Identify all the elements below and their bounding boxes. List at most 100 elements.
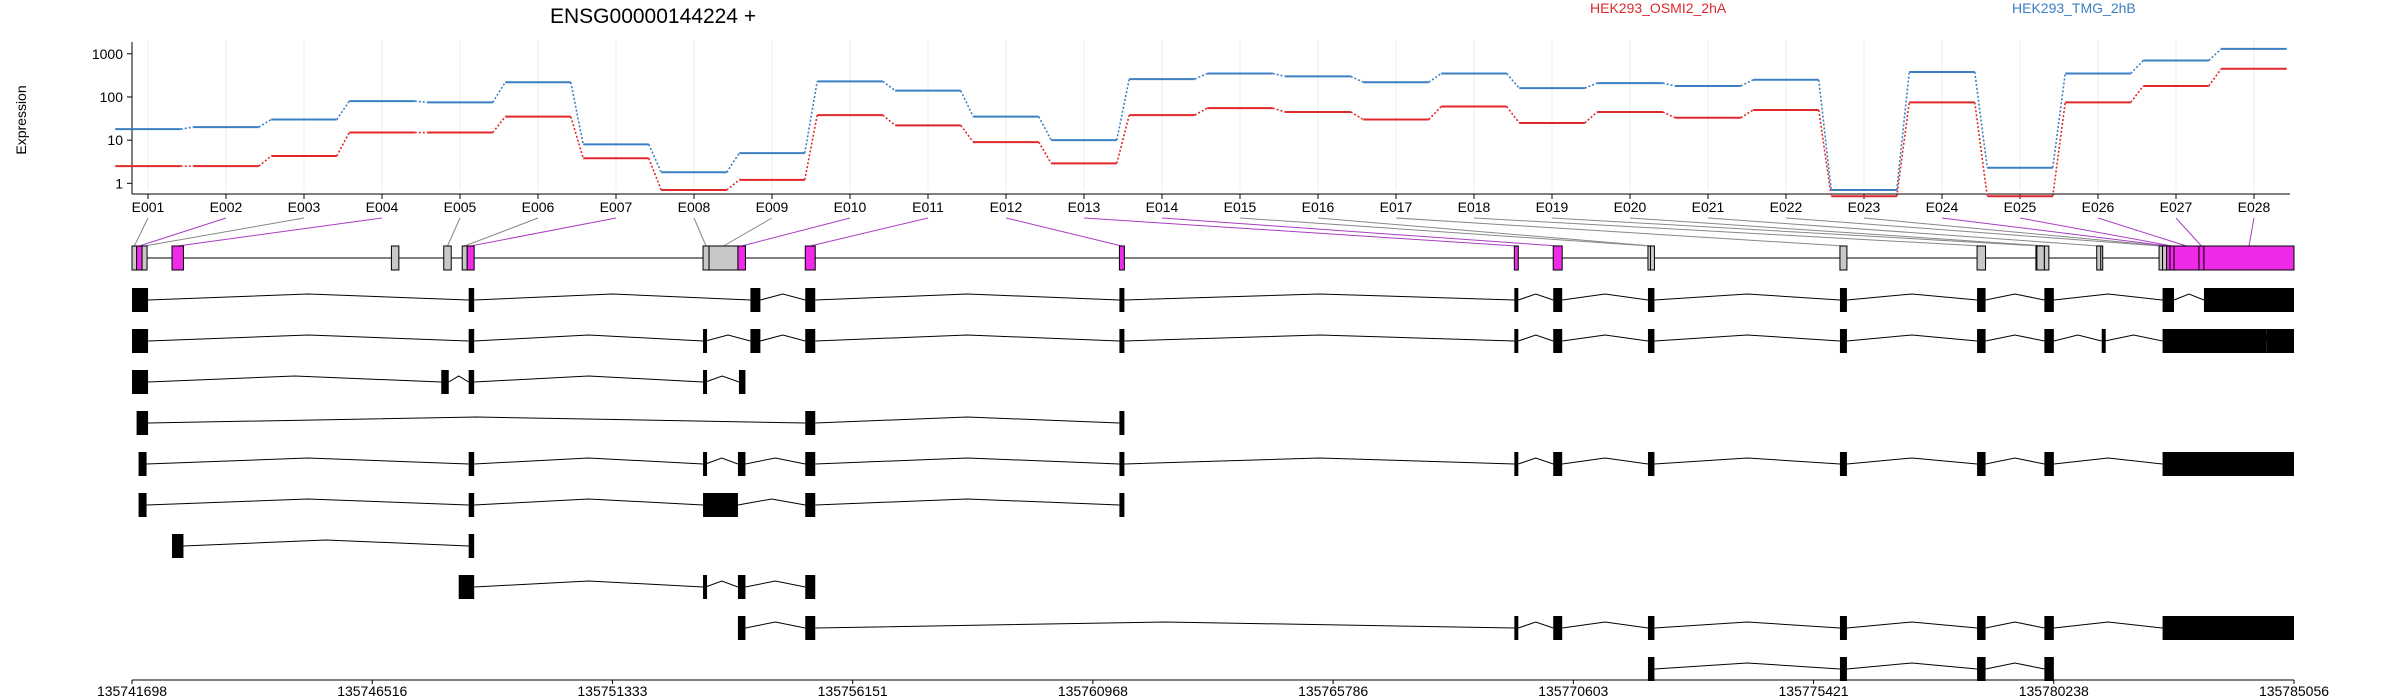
transcript-intron: [2104, 334, 2163, 342]
gene-model-bin-E027: [2198, 245, 2205, 271]
connector-E017: [1395, 217, 1844, 247]
exon-connectors: [133, 217, 2255, 247]
transcript-intron: [1985, 457, 2045, 465]
transcript-exon: [1514, 329, 1519, 353]
transcript-models: [132, 288, 2294, 681]
transcript-intron: [1846, 293, 1978, 301]
connector-E023: [1863, 217, 2165, 247]
connector-E003: [144, 217, 305, 247]
transcript-intron: [148, 375, 442, 383]
transcript-exon: [2266, 329, 2294, 353]
transcript-exon: [1553, 616, 1563, 640]
gene-model-bin-E004: [171, 245, 184, 271]
transcript-exon: [703, 575, 708, 599]
connector-E020: [1629, 217, 2047, 247]
transcript-intron: [815, 293, 1120, 301]
x-tick-label-E021: E021: [1692, 199, 1725, 215]
series-transition: [336, 100, 350, 120]
genomic-tick-label: 135746516: [337, 683, 407, 699]
genomic-tick-label: 135785056: [2259, 683, 2329, 699]
transcript-exon: [468, 329, 475, 353]
connector-E005: [447, 217, 461, 247]
transcript-exon: [2162, 329, 2267, 353]
genomic-tick-label: 135775421: [1779, 683, 1849, 699]
x-tick-label-E003: E003: [288, 199, 321, 215]
transcript-10: [1647, 657, 2054, 681]
gene-model-bin-E023: [2162, 245, 2168, 271]
transcript-exon: [132, 288, 149, 312]
genomic-tick-label: 135760968: [1058, 683, 1128, 699]
series-transition: [492, 116, 506, 134]
connector-E007: [470, 217, 617, 247]
transcript-exon: [1119, 452, 1125, 476]
transcript-intron: [1654, 662, 1840, 670]
transcript-exon: [1977, 329, 1986, 353]
connector-E014: [1161, 217, 1558, 247]
transcript-exon: [703, 370, 708, 394]
transcript-exon: [2203, 288, 2294, 312]
series-transition: [2208, 68, 2222, 87]
series-transition: [1350, 75, 1364, 83]
transcript-exon: [1839, 616, 1847, 640]
transcript-intron: [737, 498, 806, 506]
transcript-intron: [474, 498, 704, 506]
connector-E015: [1239, 217, 1650, 247]
series-transition: [1038, 141, 1052, 164]
connector-E009: [723, 217, 773, 247]
transcript-exon: [2162, 288, 2175, 312]
connector-E022: [1785, 217, 2161, 247]
transcript-intron: [1654, 621, 1840, 629]
connector-E011: [810, 217, 929, 247]
transcript-intron: [148, 334, 469, 342]
series-transition: [1740, 109, 1754, 119]
x-tick-label-E018: E018: [1458, 199, 1491, 215]
x-tick-label-E019: E019: [1536, 199, 1569, 215]
gene-model-bin-E024: [2166, 245, 2171, 271]
connector-E006: [464, 217, 539, 247]
transcript-intron: [474, 457, 704, 465]
transcript-exon: [1977, 288, 1986, 312]
series-transition: [1817, 109, 1833, 197]
transcript-exon: [468, 534, 475, 558]
series-transition: [1272, 72, 1286, 78]
transcript-2: [132, 329, 2294, 353]
series-transition: [1194, 107, 1208, 116]
gene-model-bin-E026: [2173, 245, 2200, 271]
series-transition: [1115, 78, 1131, 141]
transcript-9: [737, 616, 2294, 640]
y-tick-label-100: 100: [100, 89, 124, 105]
connector-E002: [139, 217, 227, 247]
series-transition: [1428, 106, 1442, 121]
x-tick-label-E004: E004: [366, 199, 399, 215]
x-tick-label-E026: E026: [2082, 199, 2115, 215]
transcript-intron: [1124, 457, 1515, 465]
series-transition: [1973, 71, 1989, 168]
transcript-exon: [1553, 329, 1563, 353]
transcript-intron: [1846, 457, 1978, 465]
connector-E021: [1707, 217, 2099, 247]
gene-model-bin-E021: [2096, 245, 2102, 271]
x-tick-label-E024: E024: [1926, 199, 1959, 215]
transcript-intron: [745, 621, 806, 629]
gene-model-bin-E013: [1513, 245, 1519, 271]
series-transition: [258, 118, 272, 128]
gene-model-bin-E005: [443, 245, 452, 271]
series-transition: [1662, 82, 1676, 87]
transcript-intron: [148, 416, 806, 424]
gene-model-bin-E011: [804, 245, 816, 271]
transcript-intron: [2173, 293, 2205, 301]
x-tick-label-E025: E025: [2004, 199, 2037, 215]
x-tick-label-E015: E015: [1224, 199, 1257, 215]
transcript-exon: [2044, 288, 2054, 312]
connector-E001: [133, 217, 149, 247]
transcript-intron: [2053, 621, 2163, 629]
connector-E010: [741, 217, 851, 247]
transcript-exon: [1514, 288, 1519, 312]
transcript-intron: [1562, 457, 1649, 465]
transcript-exon: [805, 493, 816, 517]
series-transition: [803, 114, 819, 181]
transcript-exon: [2044, 329, 2054, 353]
series-transition: [1115, 114, 1131, 164]
transcript-intron: [1518, 621, 1554, 629]
